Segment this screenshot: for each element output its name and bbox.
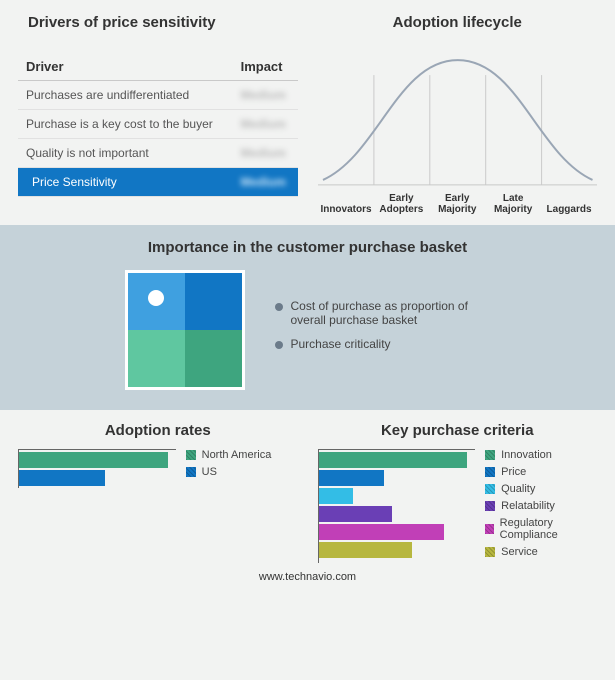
quad-dot [148,290,164,306]
hbar-legend-item: Quality [485,483,597,495]
top-row: Drivers of price sensitivity Driver Impa… [0,0,615,225]
adoption-legend: North America US [176,449,298,488]
criteria-panel: Key purchase criteria Innovation Price Qua… [318,422,598,563]
legend-label: Price [501,466,526,478]
basket-title: Importance in the customer purchase bask… [20,239,595,256]
driver-highlight-impact: Medium [233,168,298,197]
legend-swatch-icon [485,484,495,494]
footer-text: www.technavio.com [0,571,615,583]
legend-label: Innovation [501,449,552,461]
hbar [319,542,413,558]
lifecycle-stage-label: Early Majority [432,193,482,215]
legend-swatch-icon [485,501,495,511]
hbar-legend-item: North America [186,449,298,461]
hbar-legend-item: US [186,466,298,478]
quad-cell [185,273,242,330]
hbar [319,488,353,504]
basket-panel: Importance in the customer purchase bask… [0,225,615,410]
driver-label: Purchases are undifferentiated [18,81,233,110]
legend-text: Cost of purchase as proportion of overal… [291,299,491,327]
legend-label: North America [202,449,272,461]
driver-impact: Medium [233,110,298,139]
table-row: Purchases are undifferentiatedMedium [18,81,298,110]
lifecycle-chart: Innovators Early Adopters Early Majority La… [318,45,598,215]
driver-impact: Medium [233,139,298,168]
quad-cell [128,330,185,387]
driver-highlight-label: Price Sensitivity [18,168,233,197]
hbar-legend-item: Regulatory Compliance [485,517,597,541]
hbar [19,470,105,486]
lifecycle-stage-label: Late Majority [488,193,538,215]
legend-label: Service [501,546,538,558]
legend-label: US [202,466,217,478]
driver-label: Quality is not important [18,139,233,168]
legend-swatch-icon [186,450,196,460]
drivers-panel: Drivers of price sensitivity Driver Impa… [18,14,298,215]
drivers-col-driver: Driver [18,53,233,81]
legend-bullet-icon [275,341,283,349]
lifecycle-panel: Adoption lifecycle Innovators Early Adopt… [318,14,598,215]
lifecycle-stage-label: Innovators [320,204,370,215]
hbar [319,452,468,468]
legend-swatch-icon [485,547,495,557]
hbar [319,524,444,540]
criteria-chart [318,449,476,563]
adoption-chart [18,449,176,488]
basket-legend-item: Purchase criticality [275,337,491,351]
basket-quad [125,270,245,390]
legend-label: Relatability [501,500,555,512]
legend-label: Quality [501,483,535,495]
basket-legend-item: Cost of purchase as proportion of overal… [275,299,491,327]
table-row: Purchase is a key cost to the buyerMediu… [18,110,298,139]
hbar [319,470,385,486]
hbar-legend-item: Service [485,546,597,558]
legend-swatch-icon [186,467,196,477]
legend-swatch-icon [485,450,495,460]
legend-swatch-icon [485,524,494,534]
drivers-table: Driver Impact Purchases are undifferenti… [18,53,298,197]
drivers-col-impact: Impact [233,53,298,81]
basket-content: Cost of purchase as proportion of overal… [20,270,595,390]
adoption-title: Adoption rates [18,422,298,439]
hbar-legend-item: Price [485,466,597,478]
hbar [319,506,393,522]
lifecycle-stage-label: Early Adopters [376,193,426,215]
lifecycle-title: Adoption lifecycle [318,14,598,31]
driver-label: Purchase is a key cost to the buyer [18,110,233,139]
bottom-row: Adoption rates North America US Key purch… [0,410,615,567]
legend-bullet-icon [275,303,283,311]
drivers-title: Drivers of price sensitivity [28,14,298,31]
table-row: Quality is not importantMedium [18,139,298,168]
drivers-highlight-row: Price SensitivityMedium [18,168,298,197]
hbar-legend-item: Relatability [485,500,597,512]
legend-label: Regulatory Compliance [500,517,597,541]
criteria-legend: Innovation Price Quality Relatability Regula… [475,449,597,563]
driver-impact: Medium [233,81,298,110]
adoption-panel: Adoption rates North America US [18,422,298,563]
legend-text: Purchase criticality [291,337,391,351]
basket-legend: Cost of purchase as proportion of overal… [275,299,491,361]
hbar-legend-item: Innovation [485,449,597,461]
criteria-title: Key purchase criteria [318,422,598,439]
hbar [19,452,168,468]
legend-swatch-icon [485,467,495,477]
quad-cell [185,330,242,387]
lifecycle-stage-label: Laggards [544,204,594,215]
